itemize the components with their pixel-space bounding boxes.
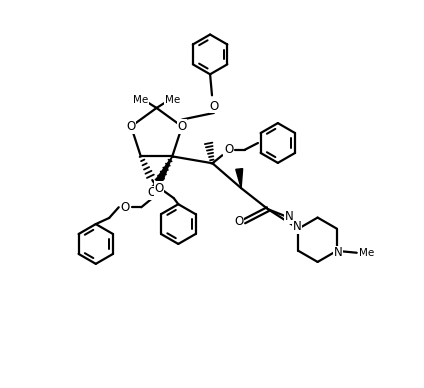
Text: N: N — [293, 220, 301, 233]
Text: O: O — [224, 144, 233, 156]
Polygon shape — [236, 169, 243, 188]
Text: Me: Me — [359, 248, 374, 258]
Text: O: O — [120, 201, 130, 214]
Text: N: N — [334, 246, 342, 259]
Text: O: O — [209, 100, 218, 113]
Polygon shape — [156, 156, 172, 183]
Text: Me: Me — [165, 95, 180, 104]
Text: Me: Me — [133, 95, 148, 104]
Text: O: O — [126, 120, 136, 133]
Text: N: N — [285, 210, 293, 223]
Text: O: O — [177, 120, 187, 133]
Text: O: O — [148, 186, 156, 199]
Text: O: O — [154, 182, 164, 195]
Text: O: O — [234, 215, 243, 228]
